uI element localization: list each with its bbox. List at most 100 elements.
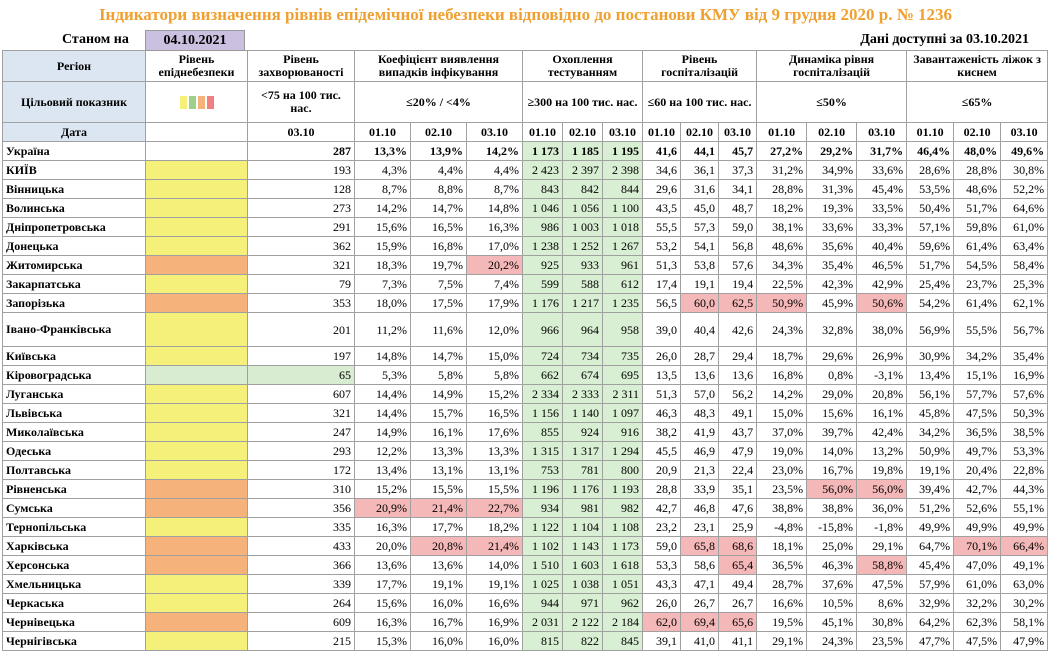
value-cell: 45,0 <box>680 198 720 218</box>
value-cell: 13,6% <box>410 555 467 575</box>
value-cell: 18,7% <box>756 346 808 366</box>
value-cell: -1,8% <box>856 517 908 537</box>
value-cell: 64,6% <box>1000 198 1049 218</box>
data-row: Черкаська 264 15,6% 16,0% 16,6% 944 971 962 26,0… <box>2 593 1049 613</box>
value-cell: 14,7% <box>410 198 467 218</box>
value-cell: 13,3% <box>466 441 523 461</box>
data-row: Тернопільська 335 16,3% 17,7% 18,2% 1 122 1 10… <box>2 517 1049 537</box>
value-cell: 264 <box>247 593 355 613</box>
value-cell: 56,1% <box>906 384 955 404</box>
value-cell: 15,6% <box>354 593 411 613</box>
date-cell: 01.10 <box>906 122 955 142</box>
value-cell: 353 <box>247 293 355 313</box>
value-cell: 28,8 <box>642 479 682 499</box>
value-cell: -4,8% <box>756 517 808 537</box>
value-cell: 51,7% <box>953 198 1002 218</box>
target-label: Цільовий показник <box>2 81 146 123</box>
region-cell: Чернігівська <box>2 631 146 651</box>
value-cell: 29,1% <box>756 631 808 651</box>
value-cell: 695 <box>601 365 644 385</box>
value-cell: 62,5 <box>718 293 758 313</box>
value-cell: 19,4 <box>718 274 758 294</box>
value-cell: 58,4% <box>1000 255 1049 275</box>
value-cell: 842 <box>562 179 603 199</box>
value-cell: 24,3% <box>756 312 808 347</box>
region-cell: Луганська <box>2 384 146 404</box>
date-cell: 03.10 <box>247 122 355 142</box>
value-cell: 68,6 <box>718 536 758 556</box>
value-cell: 15,5% <box>410 479 467 499</box>
value-cell: 15,3% <box>354 631 411 651</box>
region-cell: Хмельницька <box>2 574 146 594</box>
value-cell: 17,7% <box>410 517 467 537</box>
value-cell: 28,8% <box>756 179 808 199</box>
value-cell: 46,3 <box>642 403 682 423</box>
status-label: Станом на <box>62 32 129 47</box>
value-cell: 65 <box>247 365 355 385</box>
target-row: Цільовий показник <75 на 100 тис. нас. ≤20… <box>2 81 1049 123</box>
table: Регіон Рівень епіднебезпеки Рівень захворю… <box>2 50 1049 651</box>
value-cell: 47,0% <box>953 555 1002 575</box>
value-cell: 14,2% <box>354 198 411 218</box>
value-cell: 56,7% <box>1000 312 1049 347</box>
value-cell: 30,8% <box>856 612 908 632</box>
value-cell: 39,7% <box>806 422 858 442</box>
value-cell: 59,8% <box>953 217 1002 237</box>
value-cell: 47,5% <box>856 574 908 594</box>
value-cell: 18,2% <box>466 517 523 537</box>
level-cell <box>145 293 248 313</box>
value-cell: 47,5% <box>953 403 1002 423</box>
value-cell: 26,0 <box>642 346 682 366</box>
value-cell: 25,0% <box>806 536 858 556</box>
value-cell: 31,7% <box>856 141 908 161</box>
value-cell: 14,8% <box>466 198 523 218</box>
legend-swatch <box>179 95 187 109</box>
value-cell: 28,7% <box>756 574 808 594</box>
data-row: КИЇВ 193 4,3% 4,4% 4,4% 2 423 2 397 2 398 34,6 36… <box>2 160 1049 180</box>
value-cell: 15,0% <box>466 346 523 366</box>
value-cell: 36,1 <box>680 160 720 180</box>
value-cell: 49,9% <box>1000 517 1049 537</box>
value-cell: 47,1 <box>680 574 720 594</box>
value-cell: 35,4% <box>806 255 858 275</box>
value-cell: 14,8% <box>354 346 411 366</box>
value-cell: 10,5% <box>806 593 858 613</box>
date-cell: 01.10 <box>756 122 808 142</box>
value-cell: 45,5 <box>642 441 682 461</box>
value-cell: 20,4% <box>953 460 1002 480</box>
date-cell: 02.10 <box>953 122 1002 142</box>
value-cell: 800 <box>601 460 644 480</box>
level-cell <box>145 365 248 385</box>
region-cell: Україна <box>2 141 146 161</box>
value-cell: 47,5% <box>953 631 1002 651</box>
value-cell: 293 <box>247 441 355 461</box>
level-cell <box>145 517 248 537</box>
value-cell: 29,0% <box>806 384 858 404</box>
value-cell: -3,1% <box>856 365 908 385</box>
header-cell: Рівень госпіталізацій <box>642 50 758 82</box>
value-cell: 1 051 <box>601 574 644 594</box>
value-cell: 38,1% <box>756 217 808 237</box>
value-cell: 944 <box>522 593 563 613</box>
value-cell: 19,1% <box>410 574 467 594</box>
value-cell: 57,3 <box>680 217 720 237</box>
level-cell <box>145 403 248 423</box>
data-row: Хмельницька 339 17,7% 19,1% 19,1% 1 025 1 038 1… <box>2 574 1049 594</box>
value-cell: 26,9% <box>856 346 908 366</box>
value-cell: 599 <box>522 274 563 294</box>
value-cell: 56,5 <box>642 293 682 313</box>
region-cell: Київська <box>2 346 146 366</box>
value-cell: 33,9 <box>680 479 720 499</box>
value-cell: 14,2% <box>466 141 523 161</box>
value-cell: 843 <box>522 179 563 199</box>
value-cell: 22,7% <box>466 498 523 518</box>
value-cell: 20,9 <box>642 460 682 480</box>
legend-swatch <box>188 95 196 109</box>
value-cell: 16,3% <box>354 517 411 537</box>
level-cell <box>145 536 248 556</box>
value-cell: 924 <box>562 422 603 442</box>
available-date: 03.10.2021 <box>966 32 1029 47</box>
value-cell: 16,9% <box>466 612 523 632</box>
value-cell: 29,4 <box>718 346 758 366</box>
value-cell: 28,6% <box>906 160 955 180</box>
